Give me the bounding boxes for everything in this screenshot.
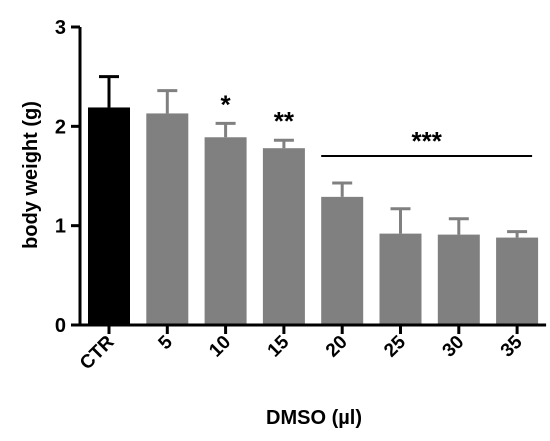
x-tick-label-CTR: CTR bbox=[76, 331, 119, 374]
bars-group bbox=[88, 107, 539, 326]
x-axis-label: DMSO (µl) bbox=[266, 407, 362, 429]
bar-10 bbox=[204, 137, 247, 325]
bar-15 bbox=[262, 148, 305, 325]
error-bars-group bbox=[99, 75, 528, 238]
x-tick-label-25: 25 bbox=[380, 331, 410, 361]
x-tick-label-20: 20 bbox=[322, 332, 352, 362]
significance-label-15: ** bbox=[274, 106, 295, 136]
x-tick-label-35: 35 bbox=[497, 331, 527, 361]
y-tick-label-2: 2 bbox=[55, 116, 66, 138]
x-tick-label-30: 30 bbox=[439, 332, 469, 362]
x-tick-label-5: 5 bbox=[155, 331, 178, 354]
x-tick-label-15: 15 bbox=[264, 331, 294, 361]
x-tick-label-10: 10 bbox=[205, 332, 235, 362]
x-axis: CTR 5 10 15 20 25 30 35 bbox=[76, 323, 547, 374]
significance-annotations: ****** bbox=[221, 89, 533, 157]
significance-label-bracket: *** bbox=[411, 126, 442, 156]
bar-20 bbox=[321, 196, 364, 325]
bar-25 bbox=[379, 233, 422, 325]
significance-label-10: * bbox=[221, 89, 232, 119]
y-tick-label-3: 3 bbox=[55, 17, 66, 39]
bar-30 bbox=[437, 234, 480, 325]
bar-35 bbox=[496, 237, 539, 325]
y-tick-label-0: 0 bbox=[55, 315, 66, 337]
y-axis: 0 1 2 3 bbox=[55, 17, 82, 337]
y-axis-label: body weight (g) bbox=[20, 101, 42, 249]
bar-CTR bbox=[88, 107, 130, 326]
y-tick-label-1: 1 bbox=[55, 216, 66, 238]
bar-5 bbox=[146, 113, 189, 325]
